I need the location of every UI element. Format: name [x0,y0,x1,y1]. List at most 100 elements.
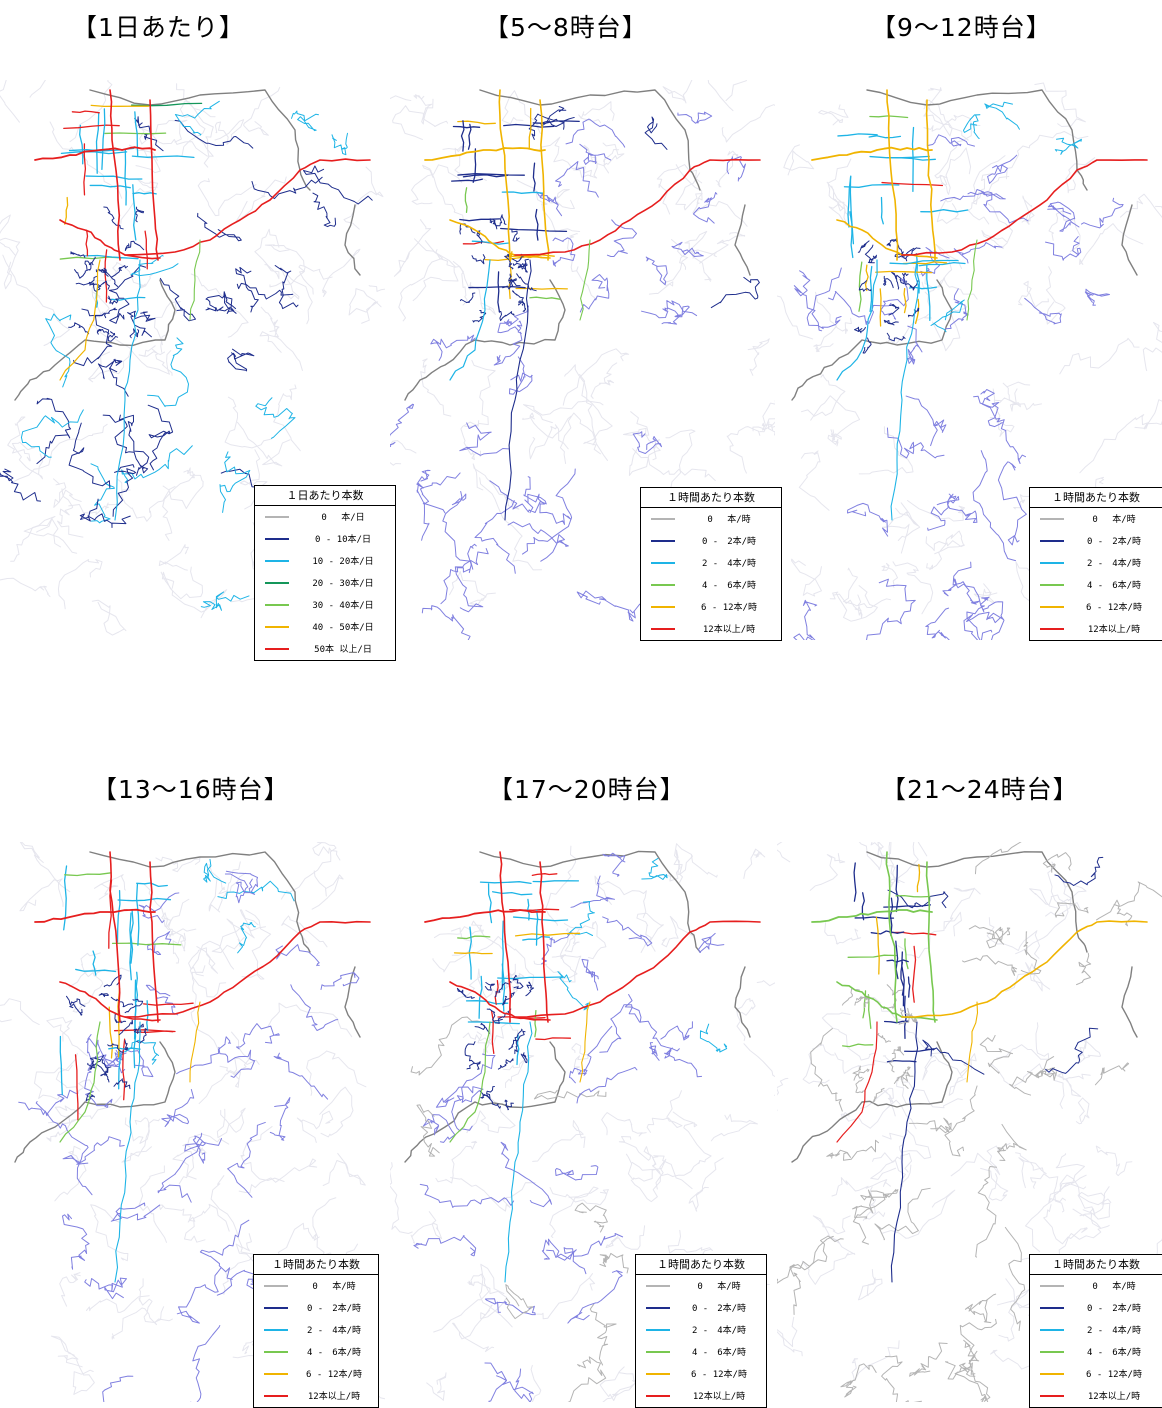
bus-route [789,1235,834,1315]
background-road [926,540,965,571]
bus-route [883,904,932,908]
background-road [176,83,214,168]
bus-route [555,161,599,198]
background-road [390,95,412,102]
bus-route [509,356,533,395]
background-road [280,842,337,900]
bus-route [968,925,1011,949]
bus-route [881,1355,922,1402]
bus-route [430,334,476,361]
background-road [322,248,361,297]
background-road [80,952,130,978]
background-road [996,1022,1050,1060]
bus-route [451,1053,496,1132]
background-road [162,471,195,541]
legend-title: １時間あたり本数 [636,1255,766,1275]
background-road [967,176,1010,225]
background-road [743,848,766,880]
bus-route [63,865,68,931]
background-road [128,144,161,174]
legend-swatch [264,1285,288,1287]
background-road [442,145,487,181]
bus-route [422,1114,456,1143]
background-road [882,1128,932,1160]
background-road [831,1177,891,1197]
bus-route [68,322,90,335]
bus-route [236,1023,280,1050]
background-road [939,147,972,195]
bus-route [840,1363,877,1398]
background-road [190,965,219,1050]
background-road [1095,1145,1133,1177]
bus-route [224,873,252,904]
bus-route [886,427,945,459]
route-map [390,843,775,1402]
legend-swatch [1040,1395,1064,1397]
bus-route [867,254,877,264]
bus-route [130,255,179,277]
legend-label: 12本以上/時 [307,1392,361,1402]
bus-route [200,591,250,611]
legend: １時間あたり本数 0 本/時 0 - 2本/時 2 - 4本/時 4 - 6本/… [640,487,782,641]
bus-route [641,857,668,880]
background-road [1048,210,1081,252]
bus-route [852,1065,863,1079]
background-road [502,1055,535,1089]
bus-route [35,1101,93,1196]
bus-route [1045,236,1082,261]
background-road [390,1162,413,1234]
background-road [625,1153,667,1190]
legend-label: 50本 以上/日 [314,645,372,655]
bus-route [500,1141,552,1208]
bus-route [217,880,295,902]
bus-route [493,320,523,366]
legend-item: 0 - 2本/時 [636,1297,766,1319]
background-road [623,411,654,444]
background-road [829,585,878,622]
background-road [86,1295,150,1313]
bus-route [235,266,259,313]
bus-route [849,211,854,259]
legend-item: 0 - 2本/時 [254,1297,378,1319]
background-road [133,121,214,157]
background-road [158,544,189,571]
background-road [688,1157,724,1212]
bus-route [975,1166,997,1258]
bus-route [132,184,137,241]
background-road [0,577,51,598]
background-road [1076,1039,1102,1063]
bus-route [131,155,195,159]
bus-route [806,267,842,330]
bus-route [97,358,129,397]
boundary-line [14,1041,176,1163]
bus-route [79,498,131,528]
legend-item: 6 - 12本/時 [1030,1363,1162,1385]
bus-route [534,208,539,241]
bus-route [59,259,101,381]
bus-route [512,975,524,989]
background-road [888,842,919,888]
background-road [1005,131,1089,180]
bus-route [157,1137,223,1203]
background-road [725,80,748,102]
background-road [810,395,861,441]
bus-route [64,872,112,877]
bus-route [954,1350,989,1402]
legend-swatch [264,1307,288,1309]
bus-route [927,493,957,531]
background-road [944,887,981,929]
background-road [605,1225,646,1250]
bus-route [467,1021,520,1025]
legend-swatch [1040,1329,1064,1331]
bus-route [877,1032,891,1043]
background-road [296,1110,334,1143]
panel-title: 【9～12時台】 [871,13,1052,42]
bus-route [567,901,595,936]
bus-route [523,476,572,525]
bus-route [858,261,863,312]
background-road [882,511,910,554]
legend: １時間あたり本数 0 本/時 0 - 2本/時 2 - 4本/時 4 - 6本/… [635,1254,767,1408]
bus-route [854,996,870,1009]
background-road [777,1316,803,1357]
bus-route [973,395,1026,464]
